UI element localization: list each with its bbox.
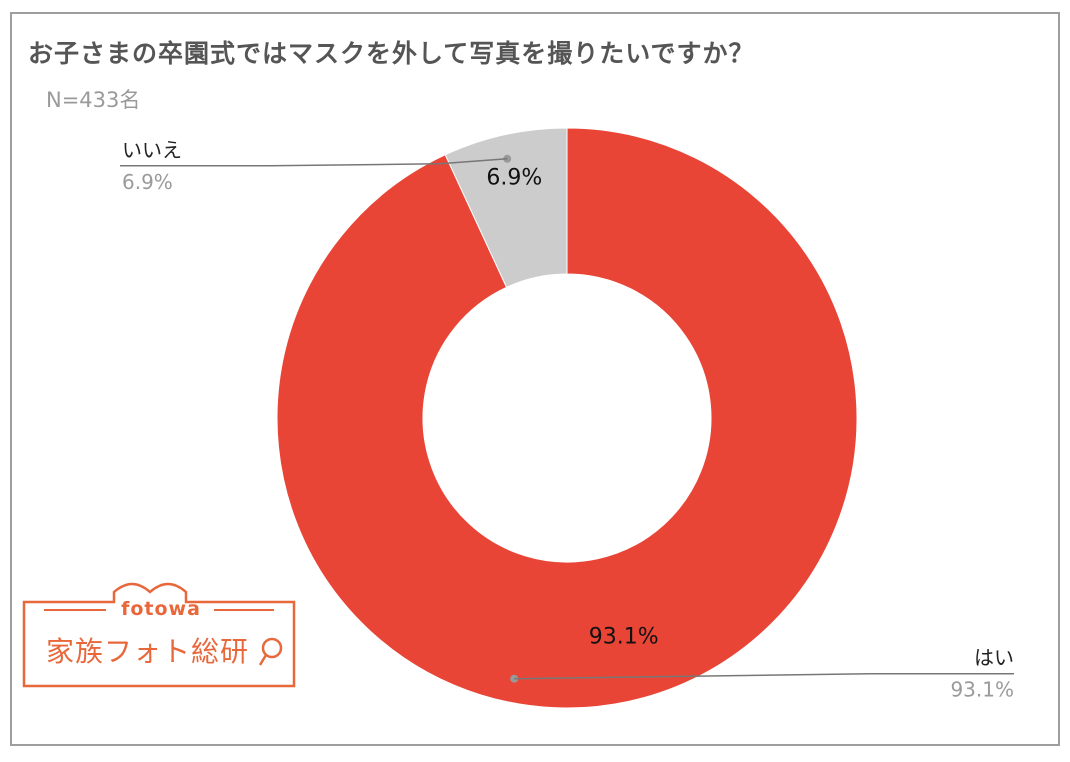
slice-yes [276,127,858,709]
legend-label-yes: はい [974,646,1014,670]
fotowa-logo: fotowa 家族フォト総研 [22,578,300,690]
legend-pct-no: 6.9% [122,170,173,194]
logo-name: 家族フォト総研 [46,635,250,668]
chart-subtitle: N=433名 [46,88,141,112]
legend-pct-yes: 93.1% [950,678,1014,702]
legend-label-no: いいえ [122,138,182,162]
chart-title: お子さまの卒園式ではマスクを外して写真を撮りたいですか？ [28,39,755,68]
data-label-yes: 93.1% [589,625,659,650]
logo-tagline: fotowa [121,598,201,620]
leader-line-yes [514,672,1014,680]
leader-line-no [120,158,508,167]
logo-frame-icon [22,582,296,688]
data-label-no: 6.9% [486,166,542,191]
